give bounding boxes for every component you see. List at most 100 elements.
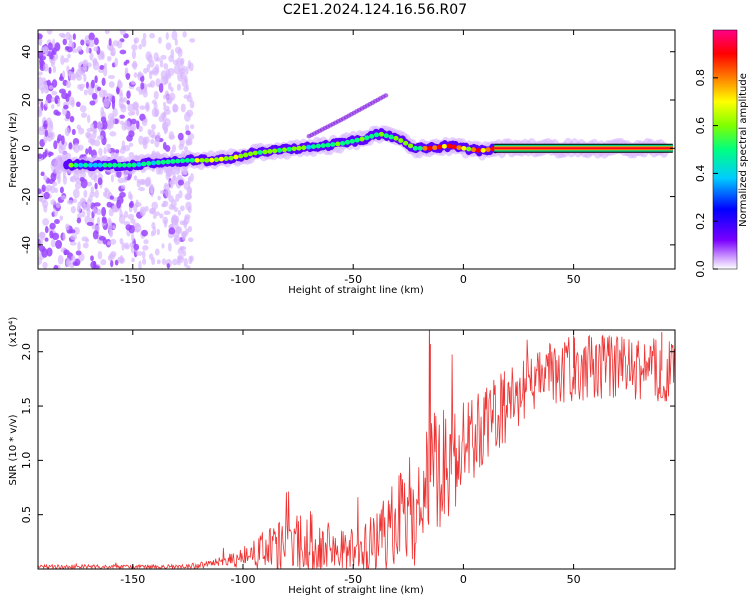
noise-blob — [94, 182, 98, 190]
noise-blob — [112, 225, 116, 230]
snr-xlabel: Height of straight line (km) — [288, 585, 424, 596]
noise-blob — [59, 215, 64, 221]
ridge-core — [116, 162, 123, 168]
noise-blob — [66, 46, 73, 53]
noise-blob — [93, 37, 99, 46]
noise-blob — [52, 65, 57, 74]
ridge-core — [247, 151, 254, 157]
noise-blob — [125, 59, 130, 64]
noise-blob — [126, 100, 130, 105]
noise-blob — [136, 251, 143, 256]
ridge-core — [276, 147, 283, 153]
spectrogram-xtick-label: 0 — [460, 273, 467, 286]
noise-blob — [109, 195, 114, 200]
noise-blob — [109, 116, 116, 126]
noise-blob — [152, 213, 157, 219]
ridge-core — [466, 146, 472, 152]
noise-blob — [186, 140, 192, 145]
noise-blob — [131, 44, 138, 51]
noise-blob — [143, 67, 148, 74]
ridge-core — [87, 162, 94, 168]
ridge-core — [383, 133, 389, 139]
spectrogram-xtick-label: -100 — [231, 273, 256, 286]
noise-blob — [189, 38, 196, 43]
noise-blob — [131, 49, 136, 60]
noise-blob — [117, 177, 125, 184]
noise-blob — [68, 34, 73, 44]
snr-panel: -150 -100 -50 0 50 0.5 1.0 1.5 2.0 Height of str… — [8, 317, 676, 596]
ridge-core — [281, 147, 288, 153]
noise-blob — [75, 101, 81, 107]
noise-blob — [43, 192, 50, 200]
noise-blob — [68, 142, 73, 150]
spectrogram-ytick-label: 0 — [20, 145, 33, 152]
noise-blob — [74, 182, 82, 190]
noise-blob — [159, 59, 164, 68]
noise-blob — [94, 84, 99, 94]
noise-blob — [53, 140, 58, 150]
noise-blob — [131, 62, 138, 68]
ridge-core — [238, 153, 244, 159]
noise-blob — [72, 188, 80, 199]
noise-blob — [182, 220, 188, 226]
snr-xtick-label: 50 — [567, 573, 581, 586]
noise-blob — [141, 119, 148, 127]
noise-blob — [177, 247, 184, 256]
noise-blob — [160, 190, 166, 195]
noise-blob — [82, 202, 86, 211]
noise-blob — [142, 32, 147, 39]
noise-blob — [44, 129, 48, 137]
noise-blob — [168, 242, 172, 252]
ridge-core — [131, 162, 137, 168]
ridge-core — [354, 137, 360, 143]
noise-blob — [183, 181, 191, 191]
ridge-core — [335, 141, 341, 147]
noise-blob — [91, 92, 98, 100]
noise-blob — [133, 243, 140, 251]
noise-blob — [63, 57, 70, 63]
noise-blob — [173, 207, 179, 212]
noise-blob — [75, 250, 82, 256]
ridge-core — [407, 143, 414, 149]
noise-blob — [41, 184, 46, 192]
noise-blob — [80, 39, 85, 46]
figure-title: C2E1.2024.124.16.56.R07 — [283, 2, 467, 18]
snr-xtick-label: 0 — [460, 573, 467, 586]
noise-blob — [131, 233, 135, 242]
noise-blob — [168, 55, 175, 63]
noise-blob — [63, 104, 69, 110]
noise-blob — [69, 241, 77, 246]
noise-blob — [105, 93, 112, 98]
ridge-core — [475, 147, 481, 153]
noise-blob — [114, 259, 119, 266]
noise-blob — [55, 201, 61, 208]
noise-blob — [66, 199, 74, 205]
noise-blob — [85, 131, 91, 139]
noise-blob — [179, 59, 184, 67]
ridge-core — [330, 142, 336, 147]
ridge-core — [184, 157, 191, 163]
noise-blob — [172, 258, 178, 266]
noise-blob — [110, 251, 117, 258]
ridge-core — [179, 158, 186, 164]
noise-blob — [90, 186, 95, 194]
noise-blob — [53, 109, 59, 116]
ridge-core — [417, 145, 423, 151]
noise-blob — [95, 208, 102, 216]
noise-blob — [79, 105, 87, 113]
noise-blob — [150, 139, 155, 145]
noise-blob — [96, 216, 101, 226]
noise-blob — [43, 175, 48, 181]
spectrogram-frame — [37, 29, 676, 270]
noise-blob — [48, 67, 52, 74]
ridge-core — [175, 158, 181, 164]
noise-blob — [160, 54, 167, 60]
noise-blob — [103, 147, 107, 155]
noise-blob — [130, 218, 136, 224]
spectrogram-ylabel: Frequency (Hz) — [8, 112, 19, 188]
noise-blob — [128, 111, 134, 116]
noise-blob — [47, 123, 54, 132]
noise-blob — [118, 214, 126, 225]
noise-blob — [170, 87, 174, 92]
noise-blob — [66, 80, 71, 89]
